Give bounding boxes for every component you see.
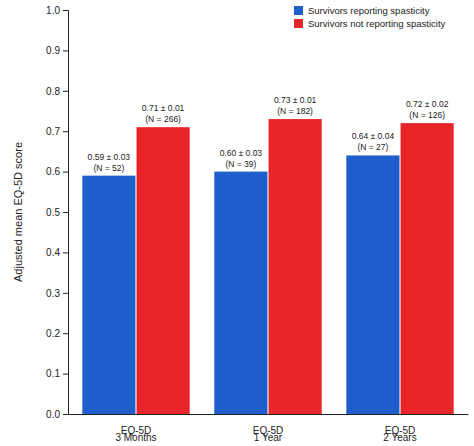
data-label: 0.64 ± 0.04(N = 27): [352, 131, 395, 152]
y-tick-label: 0.5: [46, 207, 60, 218]
legend-swatch: [294, 19, 303, 28]
y-tick-label: 0.6: [46, 166, 60, 177]
y-tick-label: 0.2: [46, 328, 60, 339]
data-label-line: 0.60 ± 0.03: [220, 148, 263, 158]
y-tick-label: 0.3: [46, 288, 60, 299]
data-label-line: (N = 27): [357, 142, 388, 152]
y-tick: 0.7: [46, 126, 68, 137]
y-tick-mark: [63, 374, 68, 375]
y-tick: 0.2: [46, 328, 68, 339]
x-tick-label: EQ-5D1 Year: [253, 425, 284, 443]
data-label-line: (N = 182): [277, 106, 313, 116]
y-tick-mark: [63, 10, 68, 11]
y-tick-label: 0.1: [46, 368, 60, 379]
legend-item: Survivors reporting spasticity: [294, 5, 430, 16]
legend-swatch: [294, 6, 303, 15]
y-tick-label: 1.0: [46, 5, 60, 16]
x-tick: EQ-5D1 Year: [253, 425, 284, 443]
y-tick-label: 0.8: [46, 86, 60, 97]
y-tick: 0.0: [46, 409, 68, 420]
y-tick: 0.9: [46, 45, 68, 56]
bar: [269, 119, 322, 414]
y-tick: 0.3: [46, 288, 68, 299]
data-label-line: (N = 52): [93, 163, 124, 173]
data-label: 0.72 ± 0.02(N = 126): [406, 99, 449, 120]
x-tick-label-line: 1 Year: [254, 432, 283, 443]
data-label-line: 0.64 ± 0.04: [352, 131, 395, 141]
x-tick-label-line: 3 Months: [115, 432, 156, 443]
x-tick: EQ-5D2 Years: [383, 425, 416, 443]
y-tick-mark: [63, 333, 68, 334]
bars: [82, 119, 453, 414]
data-label: 0.59 ± 0.03(N = 52): [88, 152, 131, 173]
y-tick-mark: [63, 91, 68, 92]
y-tick-label: 0.9: [46, 45, 60, 56]
y-tick: 0.6: [46, 166, 68, 177]
x-axis: EQ-5D3 Months EQ-5D1 Year EQ-5D2 Years: [69, 415, 469, 444]
data-label-line: 0.72 ± 0.02: [406, 99, 449, 109]
x-axis-line: [69, 414, 469, 415]
y-tick-label: 0.4: [46, 247, 60, 258]
y-tick-mark: [63, 293, 68, 294]
bar: [346, 155, 399, 414]
y-tick-mark: [63, 212, 68, 213]
y-tick: 0.1: [46, 368, 68, 379]
y-tick: 0.5: [46, 207, 68, 218]
data-label: 0.71 ± 0.01(N = 266): [142, 103, 185, 124]
data-label-line: 0.73 ± 0.01: [274, 95, 317, 105]
x-tick-label: EQ-5D2 Years: [383, 425, 416, 443]
y-tick: 1.0: [46, 5, 68, 16]
x-tick-label-line: 2 Years: [383, 432, 416, 443]
bar: [214, 172, 267, 414]
x-tick-label: EQ-5D3 Months: [115, 425, 156, 443]
y-tick: 0.8: [46, 86, 68, 97]
x-tick: EQ-5D3 Months: [115, 425, 156, 443]
legend: Survivors reporting spasticity Survivors …: [294, 5, 446, 29]
legend-item: Survivors not reporting spasticity: [294, 18, 446, 29]
data-label: 0.60 ± 0.03(N = 39): [220, 148, 263, 169]
plot: 0.59 ± 0.03(N = 52)0.60 ± 0.03(N = 39)0.…: [46, 5, 468, 443]
data-labels: 0.59 ± 0.03(N = 52)0.60 ± 0.03(N = 39)0.…: [88, 95, 449, 173]
y-tick: 0.4: [46, 247, 68, 258]
y-axis-title: Adjusted mean EQ-5D score: [12, 142, 24, 282]
chart: 0.59 ± 0.03(N = 52)0.60 ± 0.03(N = 39)0.…: [0, 0, 474, 446]
y-tick-mark: [63, 131, 68, 132]
y-tick-label: 0.7: [46, 126, 60, 137]
y-tick-mark: [63, 172, 68, 173]
legend-label: Survivors reporting spasticity: [308, 5, 430, 16]
y-tick-mark: [63, 414, 68, 415]
data-label-line: (N = 39): [225, 159, 256, 169]
y-axis: 0.0 0.1 0.2 0.3 0.4 0.5 0.6 0.7 0.8 0.9 1.0: [46, 5, 68, 420]
legend-label: Survivors not reporting spasticity: [308, 18, 446, 29]
bar: [82, 176, 135, 414]
data-label-line: 0.71 ± 0.01: [142, 103, 185, 113]
data-label-line: 0.59 ± 0.03: [88, 152, 131, 162]
data-label-line: (N = 126): [409, 110, 445, 120]
bar: [137, 127, 190, 414]
bar: [401, 123, 454, 414]
y-tick-mark: [63, 252, 68, 253]
data-label: 0.73 ± 0.01(N = 182): [274, 95, 317, 116]
data-label-line: (N = 266): [145, 114, 181, 124]
y-axis-line: [63, 11, 69, 415]
y-tick-label: 0.0: [46, 409, 60, 420]
y-tick-mark: [63, 50, 68, 51]
